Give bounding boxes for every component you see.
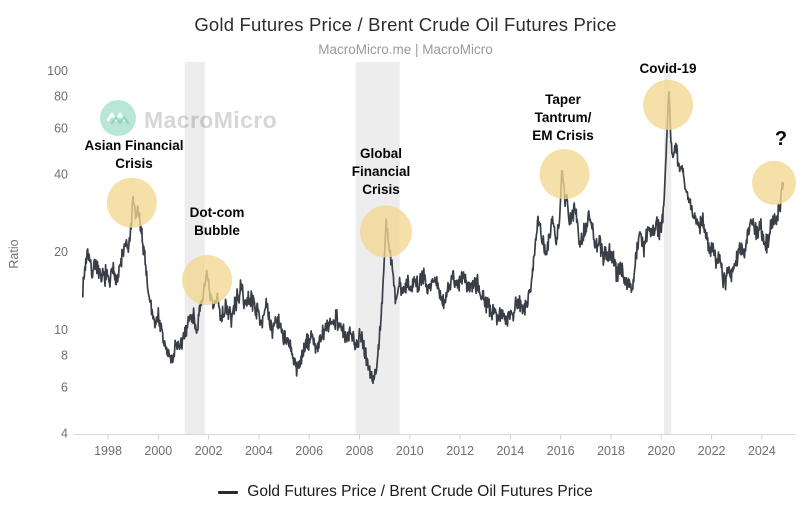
y-tick-label: 6 (61, 381, 68, 395)
x-tick-label: 2010 (396, 444, 424, 458)
annotation-dot-com-bubble: Dot-com Bubble (189, 205, 245, 238)
macromicro-watermark: MacroMicro (99, 99, 277, 142)
y-tick-label: 10 (54, 323, 68, 337)
macromicro-logo-icon (99, 99, 137, 142)
x-tick-label: 2020 (647, 444, 675, 458)
x-tick-label: 2000 (144, 444, 172, 458)
y-tick-label: 20 (54, 245, 68, 259)
highlight-circle-question-mark (752, 160, 796, 205)
x-tick-label: 2016 (547, 444, 575, 458)
annotation-question-mark: ? (774, 128, 788, 150)
highlight-circle-covid-19 (643, 79, 694, 130)
y-tick-label: 80 (54, 89, 68, 103)
x-tick-label: 2006 (295, 444, 323, 458)
y-tick-label: 8 (61, 348, 68, 362)
x-tick-label: 2002 (195, 444, 223, 458)
x-tick-label: 2018 (597, 444, 625, 458)
annotation-asian-financial-crisis: Asian Financial Crisis (84, 138, 184, 171)
x-tick-label: 2012 (446, 444, 474, 458)
chart-subtitle: MacroMicro.me | MacroMicro (318, 42, 493, 57)
chart-title: Gold Futures Price / Brent Crude Oil Fut… (194, 14, 617, 35)
x-tick-label: 2014 (496, 444, 524, 458)
y-tick-label: 40 (54, 167, 68, 181)
annotation-covid-19: Covid-19 (639, 61, 697, 76)
legend: Gold Futures Price / Brent Crude Oil Fut… (0, 483, 811, 501)
annotation-taper-tantrum-em-crisis: Taper Tantrum/ EM Crisis (532, 92, 594, 143)
x-tick-label: 2004 (245, 444, 273, 458)
highlight-circle-global-financial-crisis (359, 205, 412, 258)
ratio-line (81, 91, 785, 385)
highlight-circle-dot-com-bubble (182, 255, 233, 305)
highlight-circle-taper-tantrum-em-crisis (539, 149, 590, 200)
highlight-circle-asian-financial-crisis (106, 177, 157, 228)
legend-line-marker (218, 490, 239, 494)
x-tick-label: 2008 (346, 444, 374, 458)
watermark-text: MacroMicro (144, 107, 278, 133)
y-tick-label: 4 (61, 426, 68, 440)
y-tick-label: 100 (47, 64, 68, 78)
x-tick-label: 1998 (94, 444, 122, 458)
annotation-global-financial-crisis: Global Financial Crisis (351, 146, 411, 197)
recession-band (184, 62, 205, 435)
x-tick-label: 2022 (698, 444, 726, 458)
x-tick-label: 2024 (748, 444, 776, 458)
y-tick-label: 60 (54, 122, 68, 136)
recession-band (663, 62, 672, 435)
legend-label: Gold Futures Price / Brent Crude Oil Fut… (247, 483, 593, 500)
